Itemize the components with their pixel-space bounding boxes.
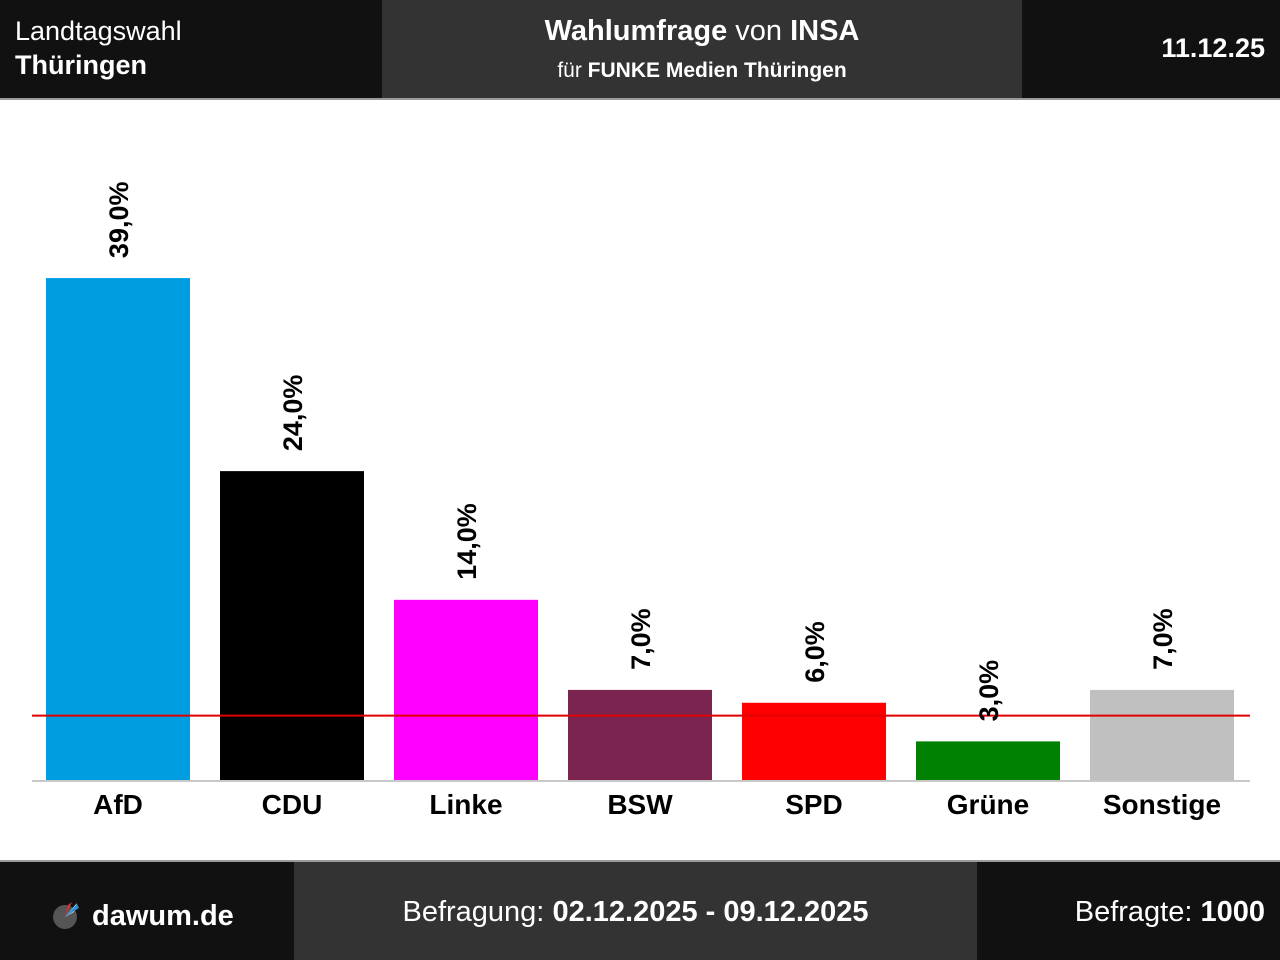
election-info: Landtagswahl Thüringen bbox=[0, 0, 382, 98]
value-label-bsw: 7,0% bbox=[626, 608, 656, 670]
poll-bar-chart: 39,0% AfD 24,0% CDU 14,0% Linke 7,0% BSW 6,0% SPD… bbox=[32, 182, 1250, 820]
bar-bsw bbox=[568, 689, 712, 780]
category-label-bsw: BSW bbox=[607, 789, 673, 820]
labels-layer: 39,0% AfD 24,0% CDU 14,0% Linke 7,0% BSW 6,0% SPD… bbox=[93, 182, 1221, 820]
poll-client: für FUNKE Medien Thüringen bbox=[382, 57, 1022, 85]
respondents-info: Befragte: 1000 bbox=[977, 862, 1280, 960]
respondents-label: Befragte: bbox=[1074, 896, 1193, 928]
value-label-linke: 14,0% bbox=[452, 503, 482, 580]
state-name: Thüringen bbox=[15, 50, 147, 80]
poll-title: Wahlumfrage von INSA bbox=[382, 14, 1022, 48]
bar-afd bbox=[46, 278, 190, 780]
brand-name: dawum.de bbox=[92, 900, 234, 932]
client-name: FUNKE Medien Thüringen bbox=[587, 59, 847, 82]
value-label-cdu: 24,0% bbox=[278, 375, 308, 452]
header: Landtagswahl Thüringen Wahlumfrage von I… bbox=[0, 0, 1280, 100]
category-label-afd: AfD bbox=[93, 789, 143, 820]
value-label-afd: 39,0% bbox=[104, 182, 134, 259]
category-label-sonstige: Sonstige bbox=[1103, 789, 1221, 820]
value-label-spd: 6,0% bbox=[800, 621, 830, 683]
survey-period-info: Befragung: 02.12.2025 - 09.12.2025 bbox=[294, 862, 977, 960]
election-type: Landtagswahl bbox=[15, 16, 182, 46]
survey-label: Befragung: bbox=[402, 896, 545, 928]
bars-layer bbox=[46, 278, 1234, 780]
footer: dawum.de Befragung: 02.12.2025 - 09.12.2… bbox=[0, 860, 1280, 960]
category-label-gr-ne: Grüne bbox=[947, 789, 1029, 820]
poll-connector: von bbox=[735, 15, 783, 47]
value-label-gr-ne: 3,0% bbox=[974, 660, 1004, 722]
category-label-cdu: CDU bbox=[262, 789, 323, 820]
bar-spd bbox=[742, 702, 886, 780]
bar-gr-ne bbox=[916, 741, 1060, 780]
value-label-sonstige: 7,0% bbox=[1148, 608, 1178, 670]
category-label-spd: SPD bbox=[785, 789, 843, 820]
survey-period: 02.12.2025 - 09.12.2025 bbox=[552, 896, 869, 928]
dawum-logo-icon bbox=[53, 902, 79, 929]
poll-prefix: Wahlumfrage bbox=[544, 15, 728, 47]
poll-info: Wahlumfrage von INSA für FUNKE Medien Th… bbox=[382, 0, 1022, 98]
client-prefix: für bbox=[557, 59, 582, 82]
bar-linke bbox=[394, 599, 538, 780]
publication-date: 11.12.25 bbox=[1161, 33, 1265, 63]
brand-area: dawum.de bbox=[0, 862, 294, 960]
respondents-count: 1000 bbox=[1200, 896, 1265, 928]
institute-name: INSA bbox=[790, 15, 860, 47]
bar-sonstige bbox=[1090, 689, 1234, 780]
bar-cdu bbox=[220, 471, 364, 780]
category-label-linke: Linke bbox=[429, 789, 502, 820]
